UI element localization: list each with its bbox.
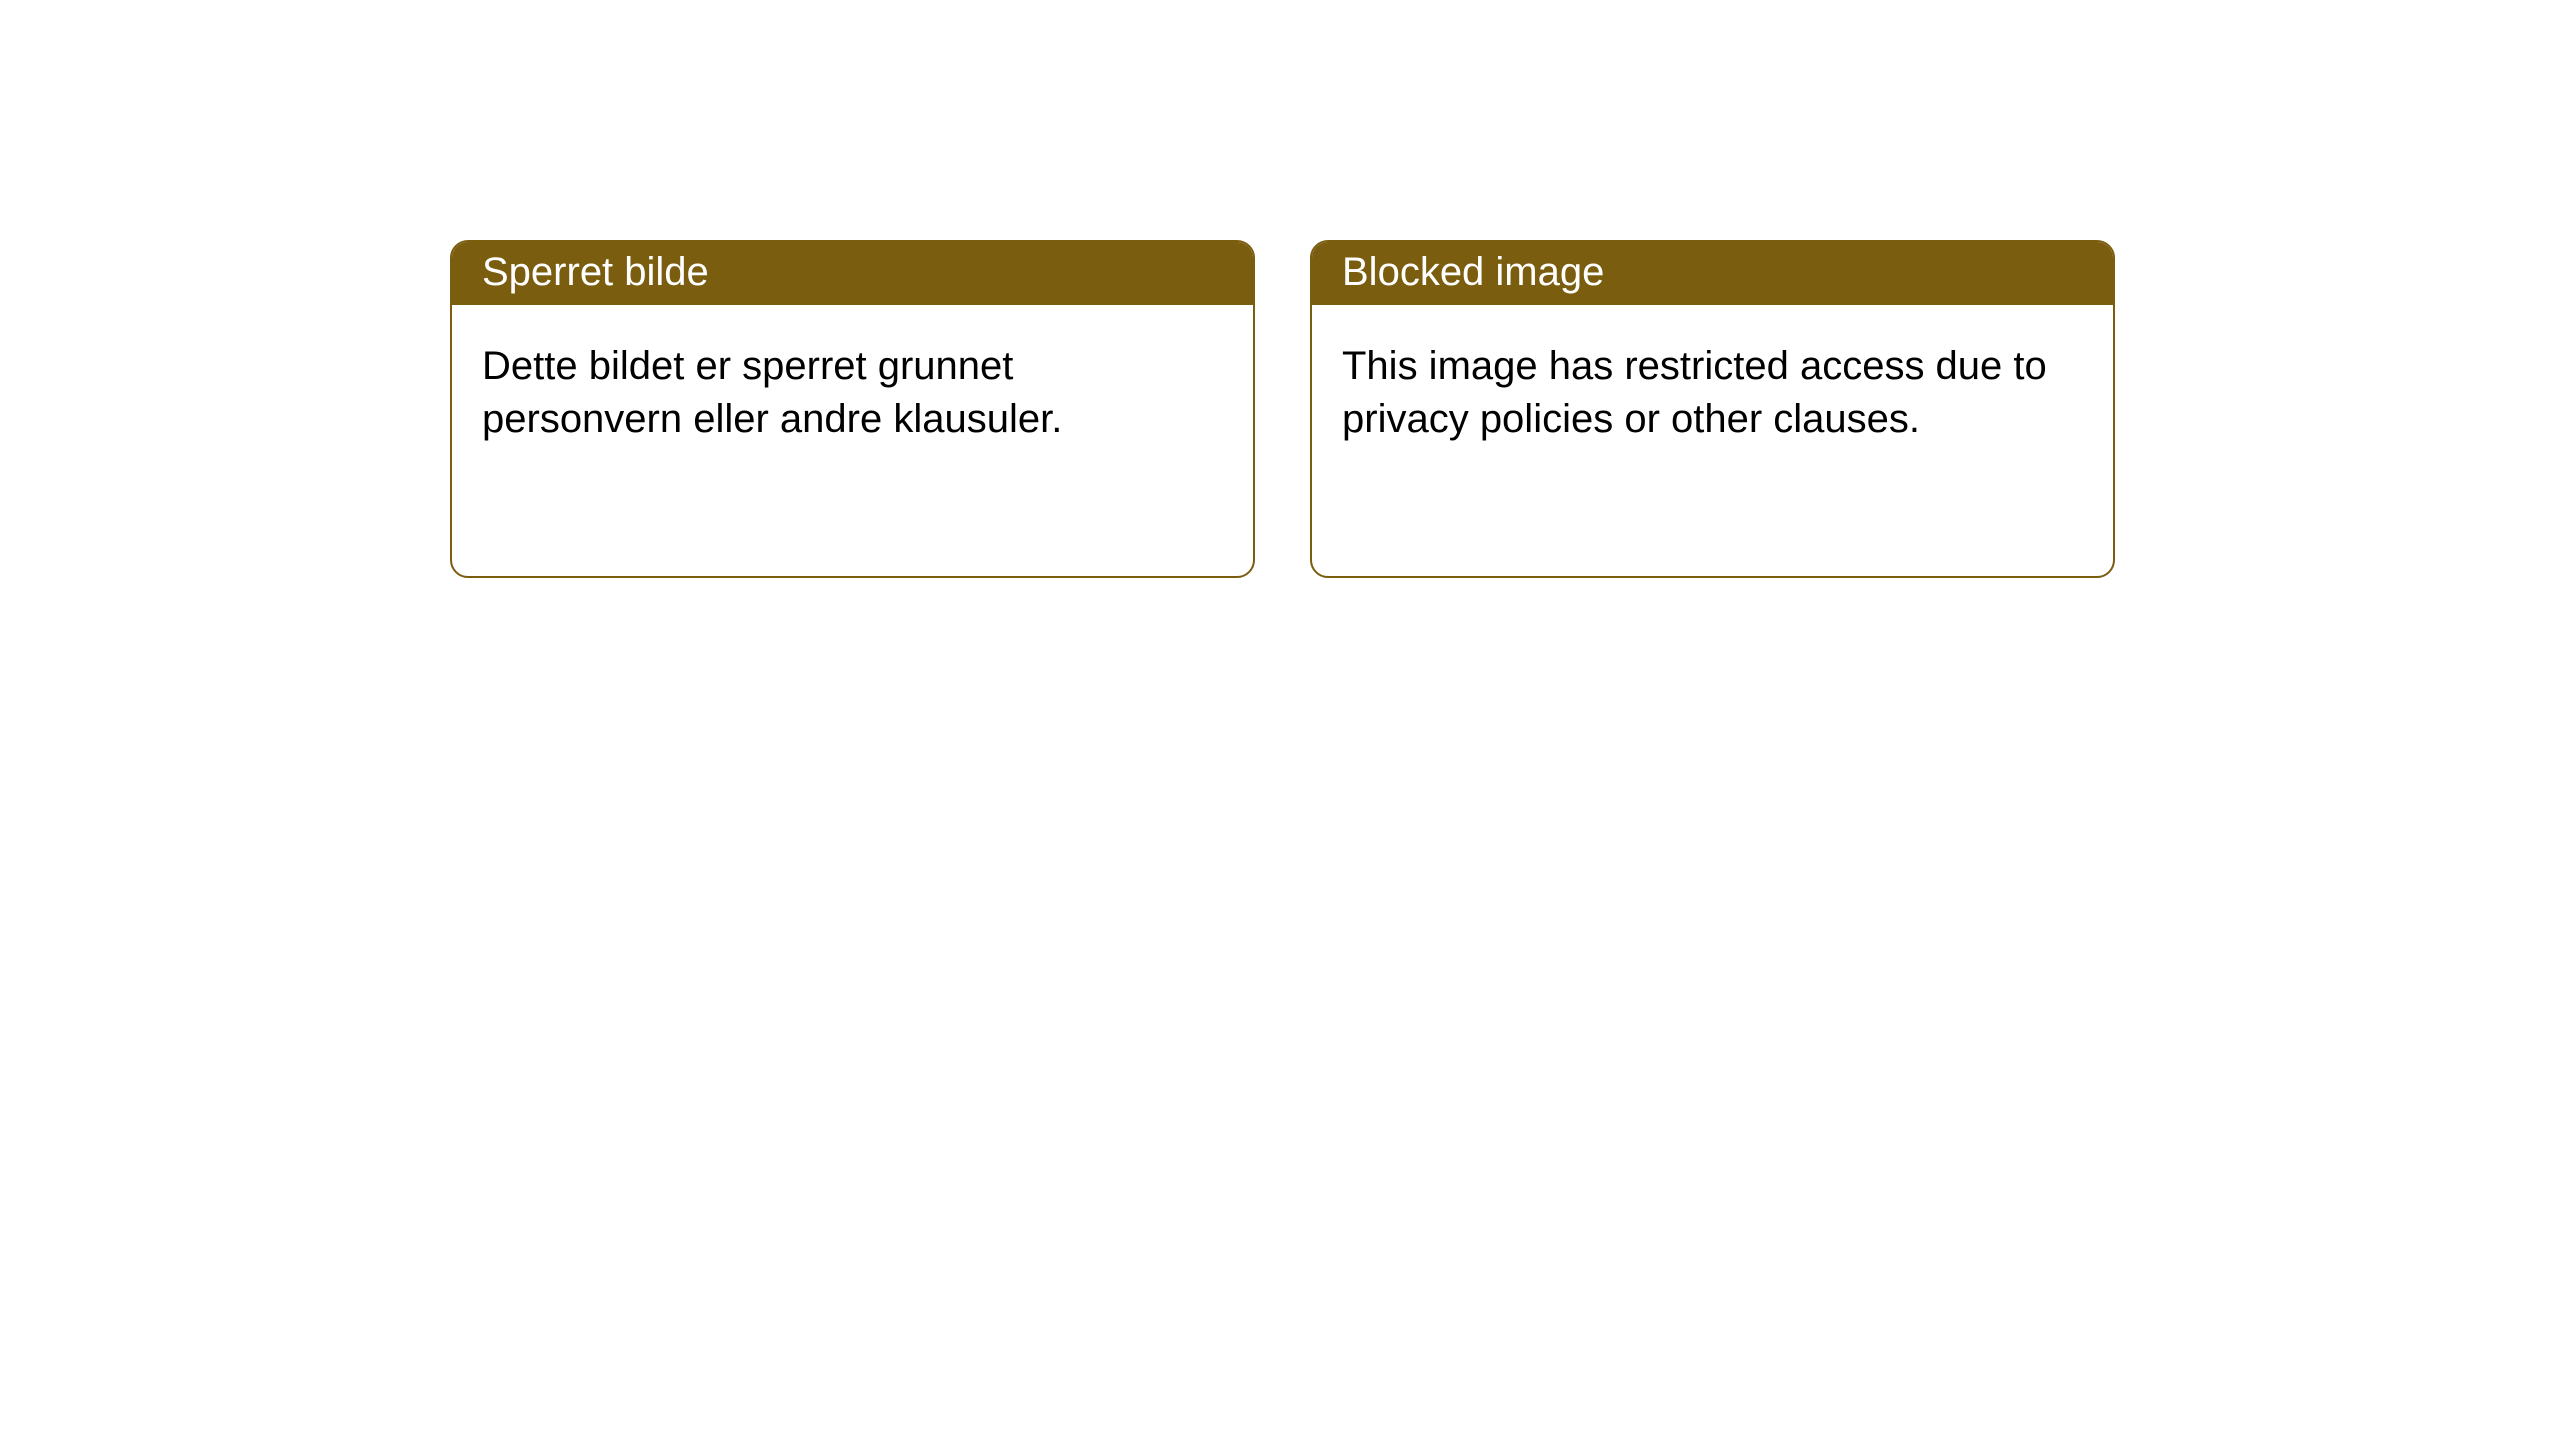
notice-body-norwegian: Dette bildet er sperret grunnet personve… bbox=[452, 305, 1253, 481]
notice-container: Sperret bilde Dette bildet er sperret gr… bbox=[0, 0, 2560, 578]
notice-header-english: Blocked image bbox=[1312, 242, 2113, 305]
notice-body-english: This image has restricted access due to … bbox=[1312, 305, 2113, 481]
notice-card-english: Blocked image This image has restricted … bbox=[1310, 240, 2115, 578]
notice-card-norwegian: Sperret bilde Dette bildet er sperret gr… bbox=[450, 240, 1255, 578]
notice-header-norwegian: Sperret bilde bbox=[452, 242, 1253, 305]
